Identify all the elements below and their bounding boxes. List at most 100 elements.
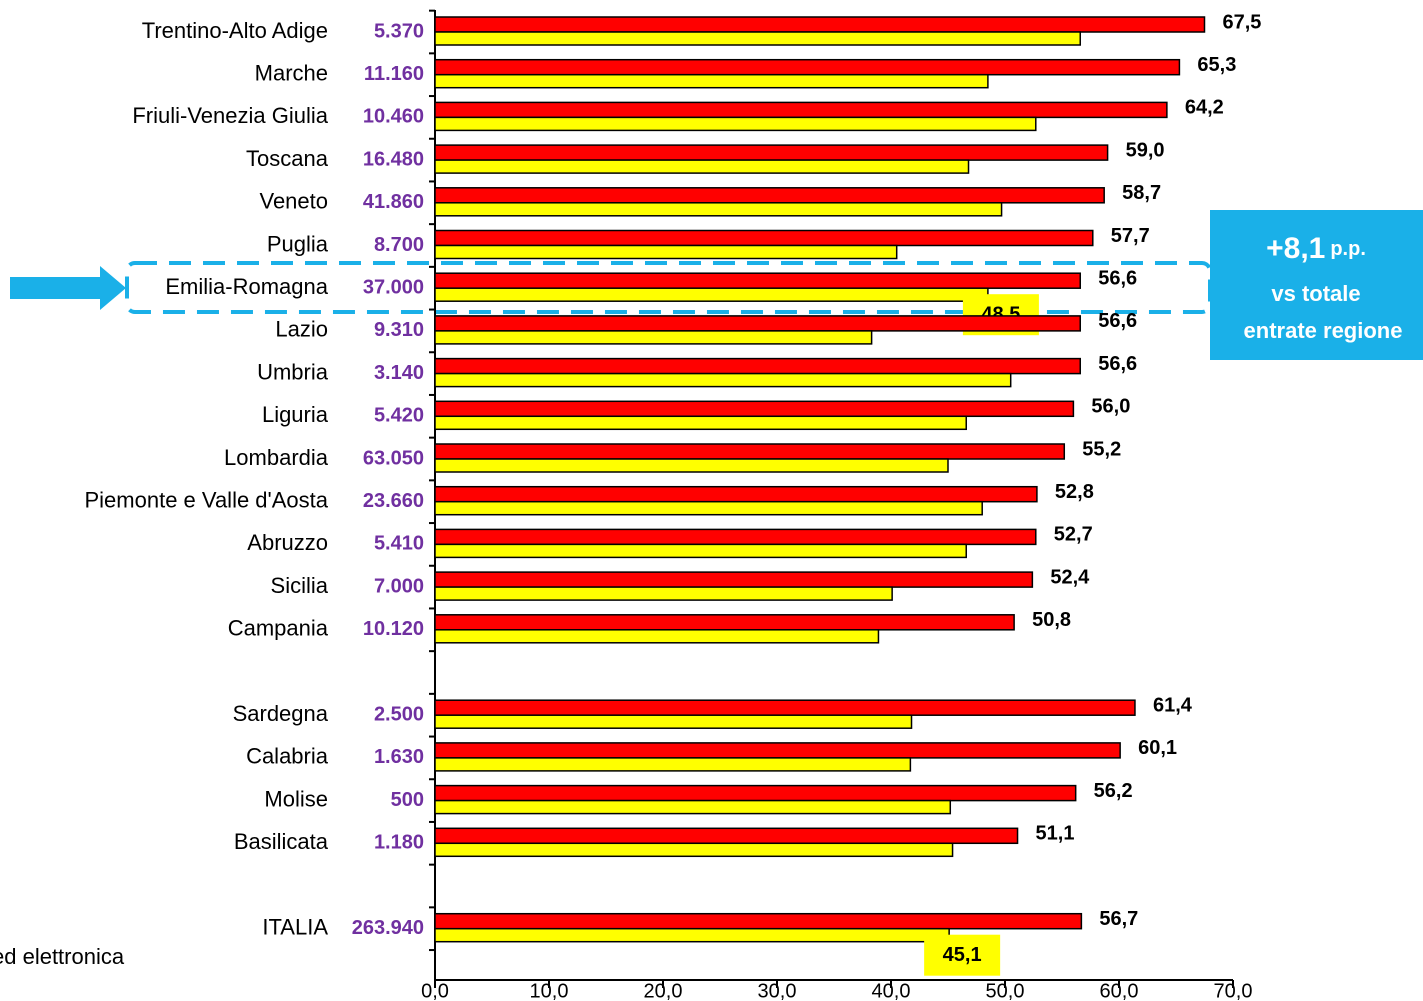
value-label: 56,7 bbox=[1099, 908, 1138, 930]
bar bbox=[434, 244, 898, 260]
value-label: 52,8 bbox=[1055, 481, 1094, 503]
value-label: 56,6 bbox=[1098, 267, 1137, 289]
bar bbox=[434, 187, 1105, 204]
value-label: 64,2 bbox=[1185, 97, 1224, 119]
category-label: Piemonte e Valle d'Aosta bbox=[85, 488, 329, 513]
entry-label: 10.120 bbox=[363, 618, 424, 640]
category-label: Molise bbox=[264, 786, 328, 811]
bar bbox=[434, 757, 912, 772]
bar bbox=[434, 415, 967, 431]
bar bbox=[434, 400, 1075, 418]
bar bbox=[434, 927, 950, 943]
entry-label: 263.940 bbox=[352, 917, 424, 939]
bar bbox=[434, 16, 1206, 33]
category-label: Toscana bbox=[246, 146, 329, 171]
entry-label: 2.500 bbox=[374, 703, 424, 725]
bar bbox=[434, 31, 1081, 46]
category-label: ITALIA bbox=[262, 915, 328, 940]
bar bbox=[434, 458, 949, 473]
value-label: 55,2 bbox=[1082, 438, 1121, 460]
value-label: 67,5 bbox=[1223, 11, 1262, 33]
value-label: 56,6 bbox=[1098, 310, 1137, 332]
bar bbox=[434, 73, 989, 89]
bar bbox=[434, 330, 873, 345]
annotation-box bbox=[1210, 210, 1423, 360]
category-label: Friuli-Venezia Giulia bbox=[132, 103, 328, 128]
value-label: 57,7 bbox=[1111, 225, 1150, 247]
category-label: Sicilia bbox=[271, 573, 329, 598]
entry-label: 500 bbox=[391, 789, 424, 811]
entry-label: 5.370 bbox=[374, 20, 424, 42]
entry-label: 7.000 bbox=[374, 575, 424, 597]
category-label: Basilicata bbox=[234, 829, 329, 854]
bar bbox=[434, 372, 1012, 388]
bar bbox=[434, 500, 983, 516]
category-label: Campania bbox=[228, 616, 329, 641]
bar bbox=[434, 543, 967, 559]
bar bbox=[434, 571, 1034, 588]
value-label: 45,1 bbox=[943, 944, 982, 966]
entry-label: 10.460 bbox=[363, 106, 424, 128]
bar bbox=[434, 614, 1015, 631]
x-tick-label: 10,0 bbox=[530, 980, 569, 1001]
bar bbox=[434, 58, 1181, 76]
category-label: Lazio bbox=[275, 317, 328, 342]
entry-label: 5.410 bbox=[374, 533, 424, 555]
annotation-value: +8,1 p.p. bbox=[1266, 232, 1366, 265]
value-label: 50,8 bbox=[1032, 609, 1071, 631]
value-label: 61,4 bbox=[1153, 694, 1193, 716]
bar bbox=[434, 629, 880, 644]
entry-label: 23.660 bbox=[363, 490, 424, 512]
bar bbox=[434, 912, 1083, 930]
bar bbox=[434, 827, 1019, 845]
value-label: 52,7 bbox=[1054, 524, 1093, 546]
bar bbox=[434, 799, 952, 815]
entry-label: 11.160 bbox=[364, 63, 424, 85]
bar bbox=[434, 144, 1109, 161]
category-label: Veneto bbox=[259, 189, 328, 214]
entry-label: 8.700 bbox=[374, 234, 424, 256]
entry-label: 16.480 bbox=[363, 148, 424, 170]
entry-label: 37.000 bbox=[363, 276, 424, 298]
entry-label: 9.310 bbox=[374, 319, 424, 341]
entry-label: 3.140 bbox=[374, 362, 424, 384]
value-label: 52,4 bbox=[1050, 566, 1090, 588]
value-label: 56,2 bbox=[1094, 780, 1133, 802]
bar bbox=[434, 528, 1037, 546]
bar bbox=[434, 714, 913, 729]
entry-label: 1.180 bbox=[374, 832, 424, 854]
bar bbox=[434, 586, 893, 601]
value-label: 59,0 bbox=[1126, 139, 1165, 161]
value-label: 65,3 bbox=[1197, 54, 1236, 76]
bar bbox=[434, 742, 1121, 759]
entry-label: 5.420 bbox=[374, 405, 424, 427]
category-label: Calabria bbox=[246, 744, 329, 769]
bar bbox=[434, 159, 970, 174]
category-label: Umbria bbox=[257, 359, 329, 384]
entry-label: 41.860 bbox=[363, 191, 424, 213]
category-label: Lombardia bbox=[224, 445, 329, 470]
category-label: Marche bbox=[255, 61, 328, 86]
bar bbox=[434, 287, 989, 302]
bar bbox=[434, 101, 1168, 119]
category-label: Emilia-Romagna bbox=[165, 274, 328, 299]
value-label: 51,1 bbox=[1036, 823, 1075, 845]
note: ed elettronica bbox=[0, 944, 125, 969]
value-label: 60,1 bbox=[1138, 737, 1177, 759]
entry-label: 1.630 bbox=[374, 746, 424, 768]
category-label: Sardegna bbox=[233, 701, 329, 726]
x-tick-label: 70,0 bbox=[1214, 980, 1253, 1001]
bar bbox=[434, 443, 1066, 460]
annotation-text: entrate regione bbox=[1244, 318, 1403, 343]
bar bbox=[434, 315, 1081, 332]
x-tick-label: 30,0 bbox=[758, 980, 797, 1001]
category-label: Liguria bbox=[262, 402, 329, 427]
bar bbox=[434, 485, 1038, 503]
bar bbox=[434, 272, 1081, 289]
category-label: Abruzzo bbox=[247, 530, 328, 555]
value-label: 56,0 bbox=[1091, 396, 1130, 418]
category-label: Puglia bbox=[267, 231, 329, 256]
bar bbox=[434, 357, 1081, 375]
bar bbox=[434, 116, 1037, 132]
